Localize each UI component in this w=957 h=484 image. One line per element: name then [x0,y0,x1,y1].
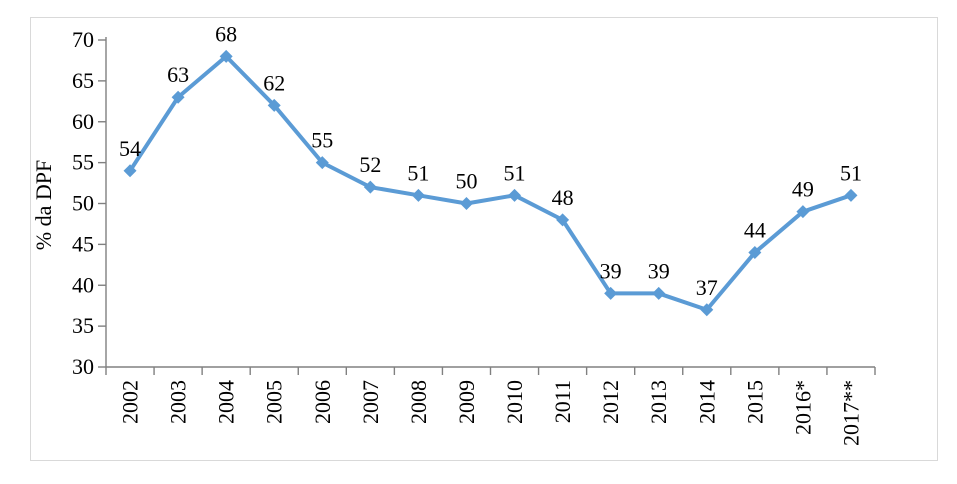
data-point-label: 49 [792,177,814,202]
data-point-marker [267,98,281,112]
x-tick-label: 2017** [838,380,863,446]
data-point-label: 39 [600,258,622,283]
x-tick-label: 2010 [502,380,527,424]
y-tick-label: 60 [72,109,94,134]
x-tick-label: 2013 [646,380,671,424]
data-point-label: 44 [744,218,766,243]
data-point-marker [459,197,473,210]
data-point-marker [123,164,137,178]
series-line [128,54,853,312]
data-point-marker [556,213,570,227]
x-tick-label: 2015 [742,380,767,424]
chart-frame [30,17,938,461]
data-point-label: 62 [263,70,285,95]
data-point-label: 68 [215,21,237,46]
y-tick-label: 70 [72,27,94,52]
data-point-label: 52 [359,152,381,177]
x-tick-label: 2009 [454,380,479,424]
data-point-marker [363,180,377,194]
y-tick-label: 50 [72,191,94,216]
y-tick-label: 40 [72,272,94,297]
x-tick-label: 2016* [790,380,815,435]
data-point-label: 55 [311,128,333,153]
data-point-label: 54 [119,136,141,161]
y-tick-label: 30 [72,354,94,379]
data-point-marker [315,156,329,170]
x-tick-label: 2002 [118,380,143,424]
data-point-label: 50 [455,169,477,194]
x-tick-label: 2012 [598,380,623,424]
x-tick-label: 2003 [166,380,191,424]
data-point-marker [748,246,762,260]
data-point-label: 37 [696,275,718,300]
data-point-marker [652,286,666,300]
x-tick-label: 2004 [214,380,239,424]
x-tick-label: 2006 [310,380,335,424]
data-point-marker [411,188,425,202]
x-tick-label: 2014 [694,380,719,424]
data-point-marker [171,90,185,104]
x-tick-label: 2008 [406,380,431,424]
x-tick-label: 2007 [358,380,383,424]
y-tick-label: 65 [72,68,94,93]
data-point-marker [844,188,858,202]
data-point-marker [700,303,714,317]
x-tick-label: 2005 [262,380,287,424]
y-tick-label: 35 [72,313,94,338]
y-tick-label: 45 [72,231,94,256]
data-point-marker [796,205,810,219]
data-point-label: 51 [504,160,526,185]
x-tick-label: 2011 [550,380,575,423]
data-point-label: 48 [552,185,574,210]
data-point-marker [508,188,522,202]
data-point-label: 39 [648,258,670,283]
data-point-label: 63 [167,62,189,87]
data-point-label: 51 [840,160,862,185]
data-point-marker [604,286,618,300]
data-point-label: 51 [407,160,429,185]
y-tick-label: 55 [72,150,94,175]
data-point-marker [219,49,233,63]
